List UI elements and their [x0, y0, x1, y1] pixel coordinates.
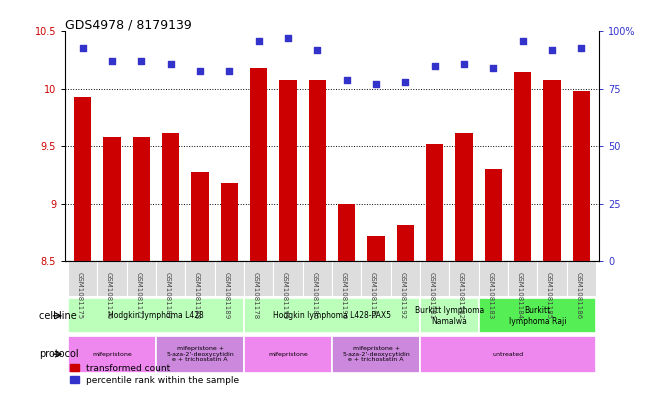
Point: [224, 67, 234, 73]
Point: [165, 61, 176, 67]
Bar: [332, 261, 361, 296]
Text: protocol: protocol: [38, 349, 78, 359]
Bar: [426, 144, 443, 261]
Bar: [420, 336, 596, 373]
Text: GSM1081180: GSM1081180: [311, 272, 317, 320]
Bar: [244, 336, 332, 373]
Text: GSM1081179: GSM1081179: [282, 272, 288, 320]
Bar: [478, 261, 508, 296]
Legend: transformed count, percentile rank within the sample: transformed count, percentile rank withi…: [70, 364, 239, 385]
Bar: [68, 299, 244, 333]
Bar: [127, 261, 156, 296]
Point: [576, 44, 587, 51]
Text: GSM1081189: GSM1081189: [223, 272, 229, 320]
Bar: [449, 261, 478, 296]
Bar: [361, 261, 391, 296]
Bar: [133, 137, 150, 261]
Text: mifepristone: mifepristone: [268, 352, 308, 357]
Text: mifepristone: mifepristone: [92, 352, 132, 357]
Bar: [68, 261, 98, 296]
Bar: [572, 91, 590, 261]
Bar: [215, 261, 244, 296]
Text: mifepristone +
5-aza-2'-deoxycytidin
e + trichostatin A: mifepristone + 5-aza-2'-deoxycytidin e +…: [166, 346, 234, 362]
Bar: [98, 261, 127, 296]
Bar: [279, 80, 297, 261]
Point: [136, 58, 146, 64]
Bar: [303, 261, 332, 296]
Bar: [221, 183, 238, 261]
Bar: [478, 299, 596, 333]
Text: GSM1081184: GSM1081184: [517, 272, 523, 320]
Bar: [338, 204, 355, 261]
Point: [459, 61, 469, 67]
Text: Burkitt
lymphoma Raji: Burkitt lymphoma Raji: [508, 306, 566, 325]
Bar: [156, 336, 244, 373]
Text: GSM1081192: GSM1081192: [399, 272, 406, 320]
Text: untreated: untreated: [492, 352, 523, 357]
Bar: [367, 236, 385, 261]
Text: Burkitt lymphoma
Namalwa: Burkitt lymphoma Namalwa: [415, 306, 484, 325]
Text: GSM1081183: GSM1081183: [488, 272, 493, 320]
Bar: [420, 299, 478, 333]
Text: Hodgkin lymphoma L428-PAX5: Hodgkin lymphoma L428-PAX5: [273, 311, 391, 320]
Bar: [514, 72, 531, 261]
Point: [400, 79, 411, 85]
Text: GDS4978 / 8179139: GDS4978 / 8179139: [65, 18, 192, 31]
Text: GSM1081186: GSM1081186: [575, 272, 581, 320]
Text: GSM1081176: GSM1081176: [106, 272, 112, 320]
Bar: [332, 336, 420, 373]
Bar: [420, 261, 449, 296]
Bar: [191, 172, 209, 261]
Point: [488, 65, 499, 72]
Bar: [484, 169, 502, 261]
Bar: [162, 132, 180, 261]
Bar: [537, 261, 566, 296]
Point: [342, 77, 352, 83]
Bar: [391, 261, 420, 296]
Bar: [508, 261, 537, 296]
Point: [312, 47, 322, 53]
Bar: [244, 261, 273, 296]
Text: GSM1081178: GSM1081178: [253, 272, 258, 320]
Bar: [104, 137, 121, 261]
Text: GSM1081188: GSM1081188: [194, 272, 200, 320]
Point: [77, 44, 88, 51]
Text: GSM1081177: GSM1081177: [135, 272, 141, 320]
Point: [107, 58, 117, 64]
Point: [195, 67, 205, 73]
Text: mifepristone +
5-aza-2'-deoxycytidin
e + trichostatin A: mifepristone + 5-aza-2'-deoxycytidin e +…: [342, 346, 410, 362]
Text: GSM1081187: GSM1081187: [165, 272, 171, 320]
Bar: [543, 80, 561, 261]
Text: GSM1081175: GSM1081175: [77, 272, 83, 320]
Point: [430, 63, 440, 69]
Bar: [156, 261, 186, 296]
Point: [547, 47, 557, 53]
Text: GSM1081191: GSM1081191: [370, 272, 376, 320]
Point: [253, 37, 264, 44]
Text: cell line: cell line: [38, 311, 76, 321]
Bar: [273, 261, 303, 296]
Bar: [566, 261, 596, 296]
Point: [283, 35, 293, 42]
Bar: [74, 97, 92, 261]
Bar: [186, 261, 215, 296]
Text: GSM1081190: GSM1081190: [340, 272, 347, 320]
Bar: [309, 80, 326, 261]
Bar: [455, 132, 473, 261]
Text: GSM1081182: GSM1081182: [458, 272, 464, 320]
Bar: [244, 299, 420, 333]
Point: [518, 37, 528, 44]
Text: GSM1081185: GSM1081185: [546, 272, 552, 320]
Point: [371, 81, 381, 88]
Bar: [68, 336, 156, 373]
Text: GSM1081181: GSM1081181: [428, 272, 435, 320]
Bar: [396, 224, 414, 261]
Bar: [250, 68, 268, 261]
Text: Hodgkin lymphoma L428: Hodgkin lymphoma L428: [108, 311, 204, 320]
